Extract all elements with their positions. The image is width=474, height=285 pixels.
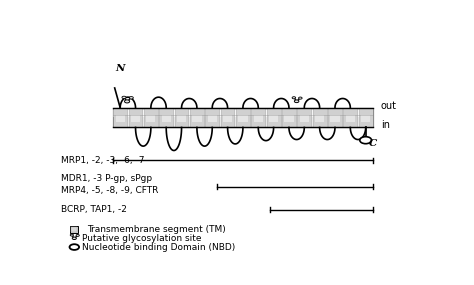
- FancyBboxPatch shape: [113, 108, 127, 127]
- FancyBboxPatch shape: [251, 108, 265, 127]
- FancyBboxPatch shape: [192, 115, 201, 121]
- Circle shape: [76, 235, 79, 236]
- FancyBboxPatch shape: [330, 115, 339, 121]
- FancyBboxPatch shape: [146, 115, 155, 121]
- FancyBboxPatch shape: [70, 226, 78, 233]
- Circle shape: [299, 97, 302, 99]
- FancyBboxPatch shape: [315, 115, 324, 121]
- Text: C: C: [369, 139, 377, 148]
- FancyBboxPatch shape: [162, 115, 171, 121]
- FancyBboxPatch shape: [144, 108, 158, 127]
- FancyBboxPatch shape: [328, 108, 342, 127]
- FancyBboxPatch shape: [282, 108, 296, 127]
- FancyBboxPatch shape: [131, 115, 140, 121]
- Text: Nucleotide binding Domain (NBD): Nucleotide binding Domain (NBD): [82, 243, 236, 252]
- Circle shape: [70, 244, 79, 250]
- FancyBboxPatch shape: [359, 108, 373, 127]
- FancyBboxPatch shape: [346, 115, 355, 121]
- FancyBboxPatch shape: [344, 108, 357, 127]
- FancyBboxPatch shape: [112, 110, 374, 117]
- Circle shape: [292, 97, 296, 99]
- Circle shape: [294, 100, 299, 103]
- FancyBboxPatch shape: [254, 115, 263, 121]
- Circle shape: [129, 97, 133, 99]
- FancyBboxPatch shape: [221, 108, 235, 127]
- Text: Putative glycosylation site: Putative glycosylation site: [82, 234, 202, 243]
- Circle shape: [122, 96, 126, 99]
- FancyBboxPatch shape: [236, 108, 250, 127]
- Circle shape: [72, 237, 76, 239]
- FancyBboxPatch shape: [284, 115, 293, 121]
- FancyBboxPatch shape: [159, 108, 173, 127]
- Text: in: in: [381, 120, 390, 130]
- FancyBboxPatch shape: [238, 115, 247, 121]
- FancyBboxPatch shape: [269, 115, 278, 121]
- FancyBboxPatch shape: [205, 108, 219, 127]
- FancyBboxPatch shape: [267, 108, 281, 127]
- FancyBboxPatch shape: [112, 108, 374, 127]
- Text: BCRP, TAP1, -2: BCRP, TAP1, -2: [61, 205, 127, 214]
- Circle shape: [125, 100, 130, 103]
- FancyBboxPatch shape: [208, 115, 217, 121]
- FancyBboxPatch shape: [174, 108, 189, 127]
- FancyBboxPatch shape: [313, 108, 327, 127]
- FancyBboxPatch shape: [223, 115, 232, 121]
- FancyBboxPatch shape: [72, 227, 77, 232]
- FancyBboxPatch shape: [361, 115, 370, 121]
- FancyBboxPatch shape: [297, 108, 311, 127]
- Circle shape: [70, 234, 73, 236]
- Text: N: N: [115, 64, 125, 73]
- Text: MRP1, -2, -3, -6, -7: MRP1, -2, -3, -6, -7: [61, 156, 145, 165]
- FancyBboxPatch shape: [116, 115, 125, 121]
- Circle shape: [360, 137, 372, 144]
- Text: Transmembrane segment (TM): Transmembrane segment (TM): [87, 225, 226, 234]
- FancyBboxPatch shape: [190, 108, 204, 127]
- Text: out: out: [381, 101, 397, 111]
- FancyBboxPatch shape: [128, 108, 142, 127]
- Text: MDR1, -3 P-gp, sPgp
MRP4, -5, -8, -9, CFTR: MDR1, -3 P-gp, sPgp MRP4, -5, -8, -9, CF…: [61, 174, 158, 195]
- FancyBboxPatch shape: [300, 115, 309, 121]
- FancyBboxPatch shape: [177, 115, 186, 121]
